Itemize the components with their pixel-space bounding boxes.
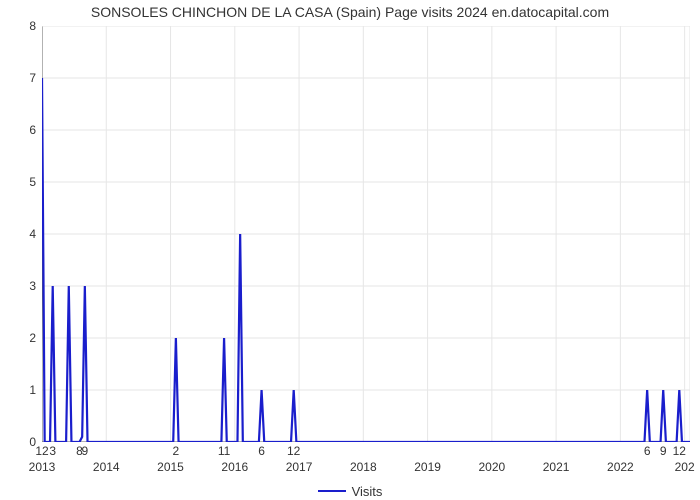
y-tick-label: 6 [29,123,42,137]
x-major-tick-label: 2020 [478,442,505,474]
plot-area: 0123456782013201420152016201720182019202… [42,26,690,442]
y-tick-label: 8 [29,19,42,33]
x-minor-tick-label: 6 [258,442,265,458]
x-minor-tick-label: 12 [673,442,686,458]
x-minor-tick-label: 11 [218,442,230,458]
chart-title: SONSOLES CHINCHON DE LA CASA (Spain) Pag… [0,4,700,20]
y-tick-label: 1 [29,383,42,397]
x-major-tick-label: 2015 [157,442,184,474]
x-minor-tick-label: 9 [81,442,88,458]
y-tick-label: 2 [29,331,42,345]
x-minor-tick-label: 12 [287,442,300,458]
x-minor-tick-label: 9 [660,442,667,458]
x-major-tick-label: 2019 [414,442,441,474]
x-major-tick-label: 2021 [543,442,570,474]
chart-container: SONSOLES CHINCHON DE LA CASA (Spain) Pag… [0,0,700,500]
legend-line-icon [318,490,346,492]
y-tick-label: 7 [29,71,42,85]
x-major-tick-label: 2018 [350,442,377,474]
x-minor-tick-label: 2 [173,442,180,458]
x-minor-tick-label: 6 [644,442,651,458]
x-axis-label: Visits [0,480,700,499]
x-minor-tick-label: 12 [35,442,48,458]
x-axis-label-text: Visits [352,484,383,499]
y-tick-label: 3 [29,279,42,293]
x-minor-tick-label: 3 [49,442,56,458]
y-tick-label: 4 [29,227,42,241]
y-tick-label: 5 [29,175,42,189]
x-major-tick-label: 2014 [93,442,120,474]
x-major-tick-label: 2022 [607,442,634,474]
